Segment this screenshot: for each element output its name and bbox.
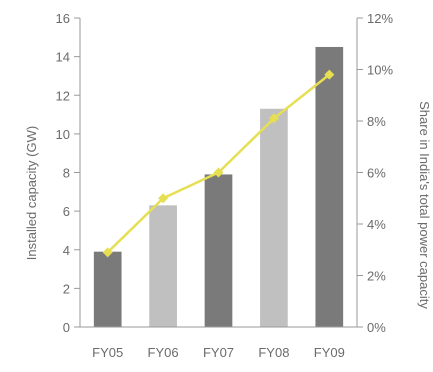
y-tick-label-left: 0 [63,320,70,335]
y-tick-label-right: 6% [367,166,386,181]
y-tick-label-left: 2 [63,281,70,296]
x-axis: FY05 FY06 FY07 FY08 FY09 [80,326,357,360]
share-point-fy09 [324,69,335,80]
x-tick-label: FY07 [203,345,234,360]
y-tick-label-left: 14 [56,50,70,65]
y-tick-label-right: 8% [367,114,386,129]
y-tick-label-right: 10% [367,63,393,78]
line-series-group [102,69,335,258]
y-axis-title-left: Installed capacity (GW) [24,126,39,260]
y-tick-label-left: 8 [63,166,70,181]
y-tick-label-left: 16 [56,11,70,26]
y-tick-label-left: 12 [56,88,70,103]
x-tick-label: FY09 [314,345,345,360]
x-tick-label: FY06 [148,345,179,360]
y-tick-label-left: 4 [63,243,70,258]
y-tick-label-right: 2% [367,269,386,284]
x-tick-label: FY08 [258,345,289,360]
bar-fy05 [93,251,122,327]
y-tick-label-left: 6 [63,204,70,219]
share-point-fy08 [268,113,279,124]
y-axis-title-right: Share in India's total power capacity [417,101,432,309]
bar-fy09 [315,46,344,327]
left-axis: 0 2 4 6 8 10 12 14 16 [56,11,81,335]
bar-fy07 [204,174,233,327]
y-tick-label-right: 4% [367,217,386,232]
right-axis: 0% 2% 4% 6% 8% 10% 12% [356,11,393,335]
y-tick-label-right: 12% [367,11,393,26]
share-point-fy05 [102,247,113,258]
share-point-fy07 [213,167,224,178]
bar-fy08 [260,108,288,327]
y-tick-label-right: 0% [367,320,386,335]
bar-fy06 [149,205,177,327]
x-tick-label: FY05 [92,345,123,360]
share-point-fy06 [158,193,169,204]
y-tick-label-left: 10 [56,127,70,142]
bar-group [93,46,344,327]
